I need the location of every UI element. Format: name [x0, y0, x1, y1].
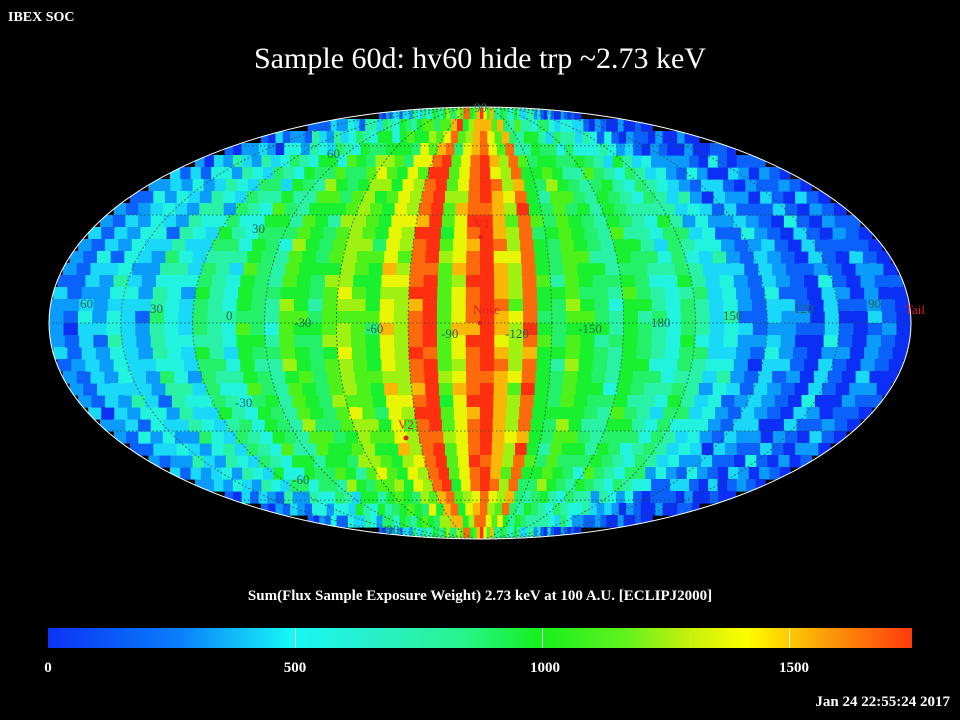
lon-label: -60: [366, 321, 383, 336]
lon-label: -150: [578, 321, 602, 336]
lon-label: -120: [505, 326, 529, 341]
lon-label: -90: [441, 326, 458, 341]
lat-label-60s: -60: [292, 472, 309, 487]
colorbar-tick: [789, 628, 790, 648]
colorbar-label: 500: [283, 660, 307, 676]
tail-label: Tail: [905, 302, 925, 317]
nose-label: Nose: [473, 302, 500, 317]
lon-label: 90: [868, 296, 881, 311]
map-outline: [48, 106, 912, 540]
lon-label: 120: [794, 301, 814, 316]
lon-label: 150: [723, 308, 743, 323]
colorbar-tick: [542, 628, 543, 648]
nose-marker: [478, 321, 482, 325]
v1-label: V1: [474, 216, 490, 231]
timestamp: Jan 24 22:55:24 2017: [815, 694, 950, 710]
lon-label: 0: [226, 308, 233, 323]
colorbar-tick: [295, 628, 296, 648]
lon-label: -30: [294, 315, 311, 330]
lon-label: 60: [80, 296, 93, 311]
lat-label-60n: 60: [327, 146, 340, 161]
plot-title: Sample 60d: hv60 hide trp ~2.73 keV: [253, 42, 706, 75]
colorbar-label: 1000: [530, 660, 560, 676]
v2-marker: [403, 435, 409, 441]
lon-label: 30: [150, 301, 163, 316]
soc-label: IBEX SOC: [8, 10, 75, 25]
lat-label-30n: 30: [252, 221, 265, 236]
v2-label: V2: [398, 417, 414, 432]
v1-marker: [478, 234, 484, 240]
colorbar-label: 0: [44, 660, 52, 676]
lat-label-30s: -30: [235, 395, 252, 410]
flux-strips: [49, 107, 911, 539]
colorbar: [48, 628, 912, 648]
colorbar-caption: Sum(Flux Sample Exposure Weight) 2.73 ke…: [247, 588, 713, 604]
lat-label-90n: 90: [474, 100, 487, 115]
colorbar-label: 1500: [779, 660, 809, 676]
lon-label: 180: [651, 315, 671, 330]
lat-label-90s: -90: [382, 522, 399, 537]
